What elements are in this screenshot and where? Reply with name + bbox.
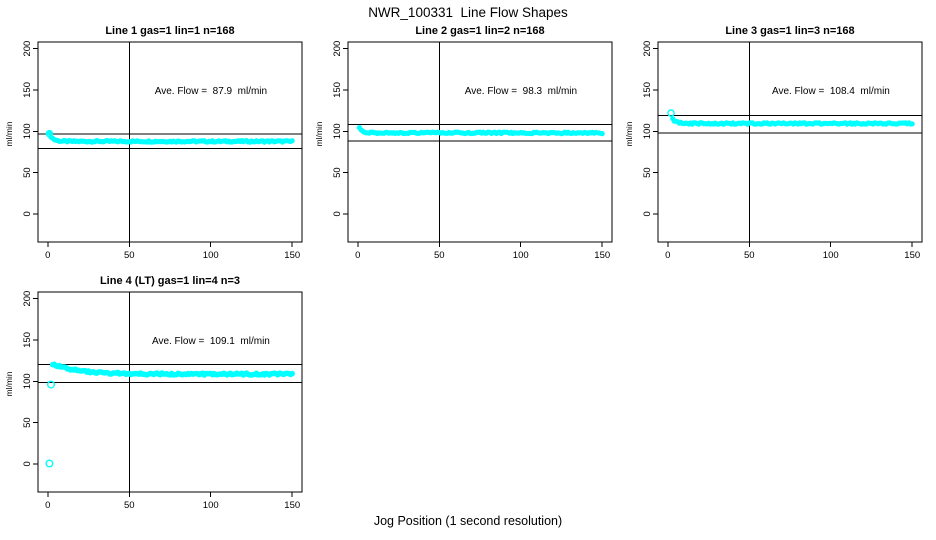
reference-lines <box>348 42 612 242</box>
y-tick-label: 150 <box>22 82 33 98</box>
plot-box <box>37 291 303 493</box>
y-tick-label: 200 <box>22 291 33 307</box>
reference-lines <box>38 292 302 492</box>
y-tick-label: 0 <box>22 211 33 216</box>
y-axis-label: ml/min <box>624 121 634 146</box>
panel-title: Line 2 gas=1 lin=2 n=168 <box>415 25 544 37</box>
x-tick-label: 50 <box>744 250 755 261</box>
x-tick-label: 150 <box>904 250 920 261</box>
data-points <box>667 109 915 127</box>
outlier-point <box>47 380 56 389</box>
average-flow-annotation: Ave. Flow = 87.9 ml/min <box>155 86 267 97</box>
x-tick-label: 100 <box>203 250 219 261</box>
data-points <box>356 125 605 137</box>
y-tick-label: 150 <box>22 332 33 348</box>
x-axis-label: Jog Position (1 second resolution) <box>373 514 563 528</box>
y-tick-label: 50 <box>22 417 33 428</box>
outlier-point <box>667 109 675 117</box>
y-tick-label: 150 <box>332 82 343 98</box>
plot-box <box>657 41 923 243</box>
y-axis-label: ml/min <box>4 371 14 396</box>
y-tick-label: 100 <box>642 123 653 139</box>
figure-title: NWR_100331 Line Flow Shapes <box>368 5 568 20</box>
plot-box <box>37 41 303 243</box>
outlier-point <box>45 459 54 468</box>
y-tick-label: 0 <box>642 211 653 216</box>
x-tick-label: 150 <box>284 250 300 261</box>
x-tick-label: 150 <box>594 250 610 261</box>
outlier-point <box>45 129 54 138</box>
y-tick-label: 200 <box>332 41 343 57</box>
y-tick-label: 50 <box>22 167 33 178</box>
x-tick-label: 50 <box>124 500 135 511</box>
panel-title: Line 3 gas=1 lin=3 n=168 <box>725 25 854 37</box>
x-tick-label: 100 <box>203 500 219 511</box>
y-tick-label: 0 <box>22 461 33 466</box>
axes: 0 50 100 150 0 50 100 150 200 <box>332 41 610 261</box>
y-tick-label: 100 <box>22 123 33 139</box>
axes: 0 50 100 150 0 50 100 150 200 <box>22 291 300 511</box>
axes: 0 50 100 150 0 50 100 150 200 <box>22 41 300 261</box>
x-tick-label: 0 <box>355 250 360 261</box>
axes: 0 50 100 150 0 50 100 150 200 <box>642 41 920 261</box>
plot-box <box>347 41 613 243</box>
y-tick-label: 200 <box>22 41 33 57</box>
y-tick-label: 150 <box>642 82 653 98</box>
x-tick-label: 50 <box>124 250 135 261</box>
x-tick-label: 100 <box>823 250 839 261</box>
panel-4: 0 50 100 150 0 50 100 150 200 ml/min Line 4 (LT) g… <box>4 275 303 511</box>
panel-3: 0 50 100 150 0 50 100 150 200 ml/min Line 3 gas=1 … <box>624 25 923 261</box>
x-tick-label: 100 <box>513 250 529 261</box>
y-tick-label: 100 <box>22 373 33 389</box>
panel-title: Line 4 (LT) gas=1 lin=4 n=3 <box>100 275 240 287</box>
y-tick-label: 100 <box>332 123 343 139</box>
y-tick-label: 0 <box>332 211 343 216</box>
average-flow-annotation: Ave. Flow = 109.1 ml/min <box>152 336 270 347</box>
x-tick-label: 0 <box>45 500 50 511</box>
panel-title: Line 1 gas=1 lin=1 n=168 <box>105 25 234 37</box>
x-tick-label: 50 <box>434 250 445 261</box>
data-points <box>45 129 295 145</box>
average-flow-annotation: Ave. Flow = 108.4 ml/min <box>772 86 890 97</box>
y-axis-label: ml/min <box>4 121 14 146</box>
x-tick-label: 150 <box>284 500 300 511</box>
reference-lines <box>658 42 922 242</box>
x-tick-label: 0 <box>45 250 50 261</box>
x-tick-label: 0 <box>665 250 670 261</box>
y-tick-label: 200 <box>642 41 653 57</box>
panel-2: 0 50 100 150 0 50 100 150 200 ml/min Line 2 gas=1 … <box>314 25 613 261</box>
y-axis-label: ml/min <box>314 121 324 146</box>
y-tick-label: 50 <box>332 167 343 178</box>
average-flow-annotation: Ave. Flow = 98.3 ml/min <box>465 86 577 97</box>
y-tick-label: 50 <box>642 167 653 178</box>
panel-1: 0 50 100 150 0 50 100 150 200 ml/min Line 1 gas=1 … <box>4 25 303 261</box>
data-points <box>45 361 296 468</box>
